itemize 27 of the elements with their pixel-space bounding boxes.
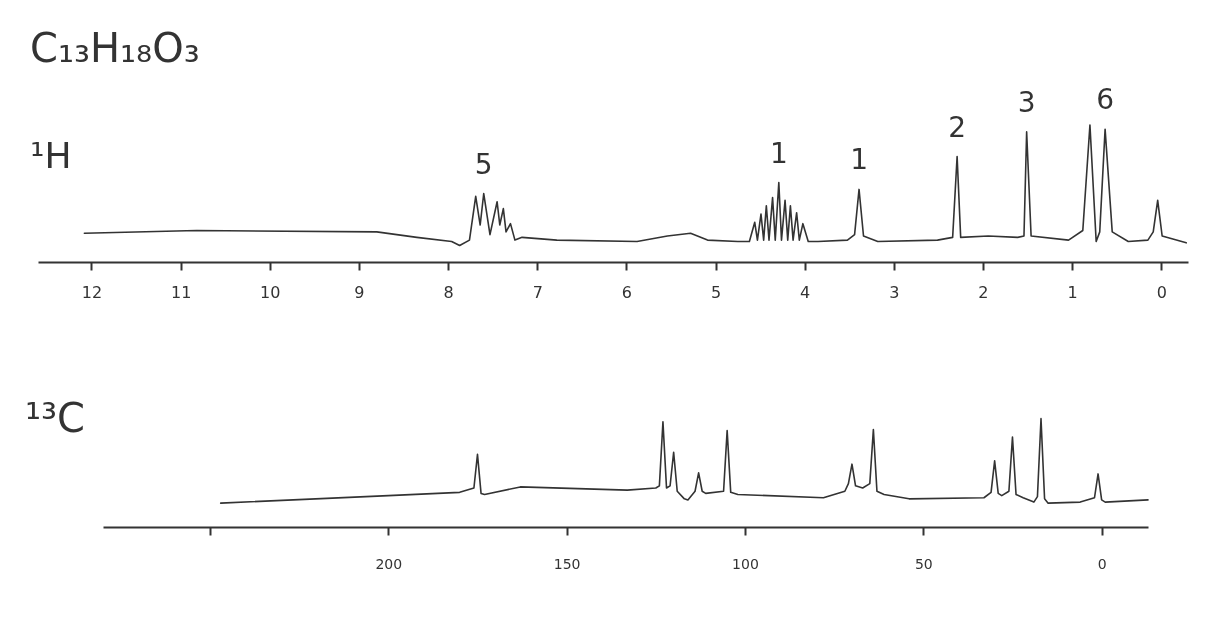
- x-tick-label: 10: [260, 282, 281, 302]
- x-tick-label: 2: [978, 282, 989, 302]
- annotation: 1: [769, 136, 788, 170]
- x-tick-label: 9: [354, 282, 365, 302]
- x-tick-label: 100: [732, 555, 759, 572]
- x-tick-label: 150: [553, 555, 581, 572]
- x-tick-label: 7: [532, 282, 543, 302]
- x-tick-label: 200: [375, 555, 403, 572]
- chart-title: C₁₃H₁₈O₃: [30, 25, 200, 71]
- annotation: 6: [1096, 83, 1115, 117]
- x-tick-label: 11: [170, 282, 192, 302]
- x-tick-label: 5: [710, 282, 722, 302]
- annotation: 2: [948, 110, 967, 144]
- chart-subtitle: ¹H: [30, 135, 72, 176]
- x-tick-label: 6: [621, 282, 632, 302]
- x-tick-label: 3: [889, 282, 900, 302]
- chart-title: ¹³C: [25, 395, 85, 441]
- annotation: 3: [1017, 85, 1036, 119]
- annotation: 5: [474, 147, 493, 181]
- x-tick-label: 50: [914, 555, 933, 572]
- x-tick-label: 1: [1067, 282, 1078, 302]
- x-tick-label: 0: [1156, 282, 1167, 302]
- x-tick-label: 8: [443, 282, 454, 302]
- annotation: 1: [850, 143, 868, 177]
- x-tick-label: 4: [800, 282, 811, 302]
- x-tick-label: 0: [1097, 555, 1107, 572]
- x-tick-label: 12: [81, 282, 103, 302]
